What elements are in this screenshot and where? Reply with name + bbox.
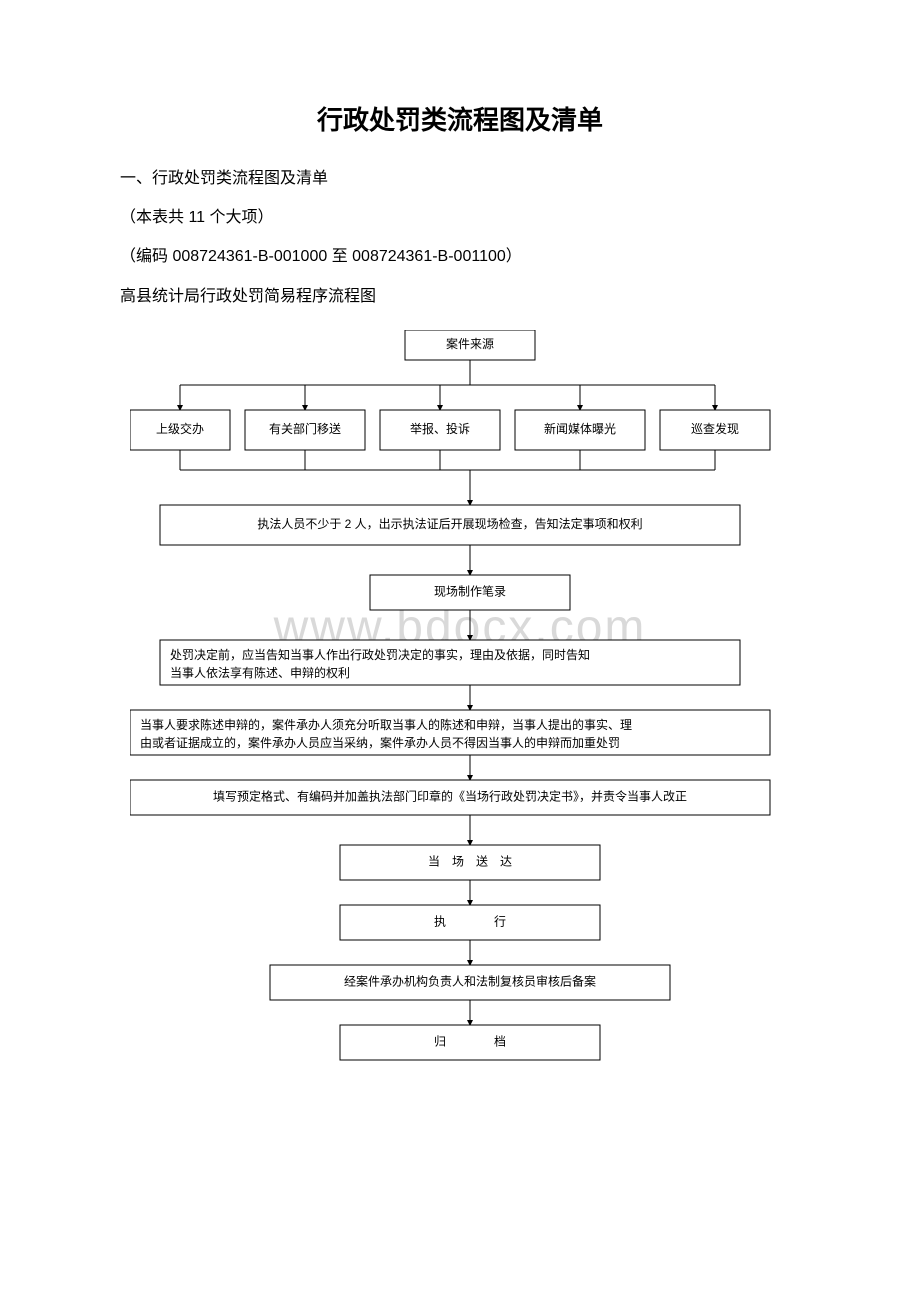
intro-line-3: （编码 008724361-B-001000 至 008724361-B-001…	[120, 243, 800, 270]
label-step2: 现场制作笔录	[434, 583, 506, 598]
label-step3b: 当事人依法享有陈述、申辩的权利	[170, 665, 350, 680]
label-step4a: 当事人要求陈述申辩的，案件承办人须充分听取当事人的陈述和申辩，当事人提出的事实、…	[140, 717, 632, 732]
label-step5: 填写预定格式、有编码并加盖执法部门印章的《当场行政处罚决定书》，并责令当事人改正	[213, 788, 687, 803]
label-step1: 执法人员不少于 2 人，出示执法证后开展现场检查，告知法定事项和权利	[257, 516, 642, 531]
label-branch-1: 上级交办	[156, 421, 204, 436]
label-source: 案件来源	[446, 336, 494, 351]
intro-line-1: 一、行政处罚类流程图及清单	[120, 165, 800, 192]
intro-line-4: 高县统计局行政处罚简易程序流程图	[120, 283, 800, 310]
label-step4b: 由或者证据成立的，案件承办人员应当采纳，案件承办人员不得因当事人的申辩而加重处罚	[140, 735, 620, 750]
page-title: 行政处罚类流程图及清单	[120, 100, 800, 137]
label-step6: 当 场 送 达	[428, 853, 512, 868]
label-step8: 经案件承办机构负责人和法制复核员审核后备案	[344, 973, 596, 988]
label-branch-4: 新闻媒体曝光	[544, 421, 616, 436]
label-branch-5: 巡查发现	[691, 421, 739, 436]
label-step9: 归 档	[434, 1034, 506, 1048]
intro-line-2: （本表共 11 个大项）	[120, 204, 800, 231]
label-branch-3: 举报、投诉	[410, 421, 470, 436]
flowchart: 案件来源上级交办 有关部门移送 举报、投诉 新闻媒体曝光 巡查发现执法人员不少于 2 人…	[130, 330, 790, 1070]
label-step7: 执 行	[434, 914, 506, 928]
label-step3a: 处罚决定前，应当告知当事人作出行政处罚决定的事实，理由及依据，同时告知	[170, 647, 590, 662]
label-branch-2: 有关部门移送	[269, 421, 341, 436]
